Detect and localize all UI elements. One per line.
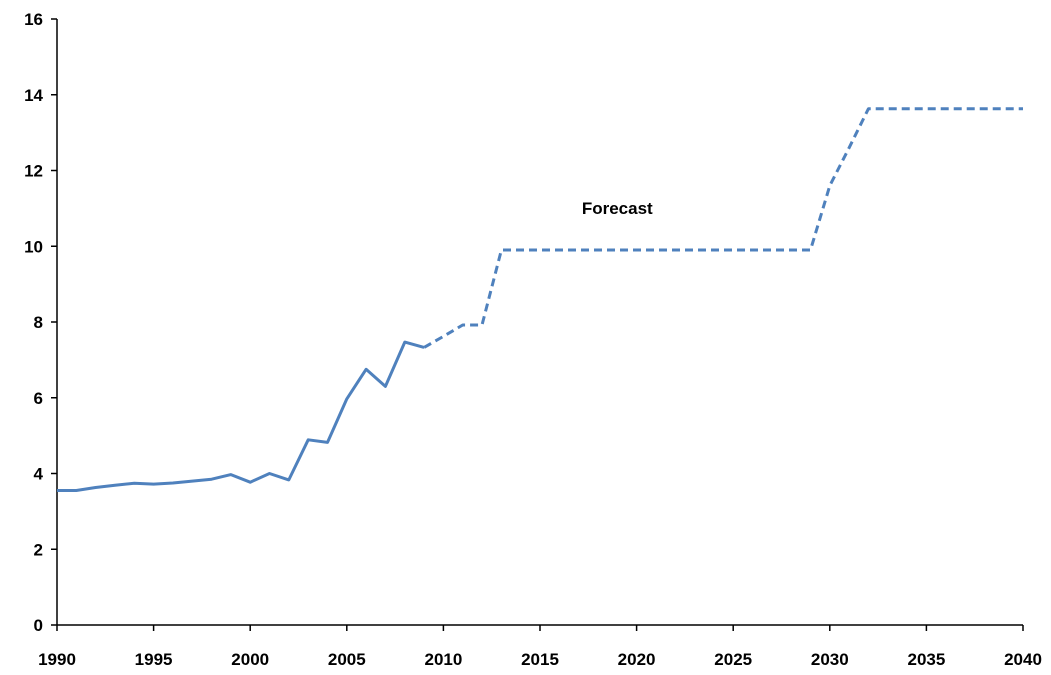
x-tick-label: 2000: [231, 650, 269, 669]
x-tick-label: 2005: [328, 650, 366, 669]
y-tick-label: 16: [24, 10, 43, 29]
annotation-layer: Forecast: [582, 199, 653, 218]
y-tick-label: 6: [34, 389, 43, 408]
y-tick-label: 2: [34, 540, 43, 559]
x-tick-label: 2015: [521, 650, 559, 669]
y-axis-ticks: 0 2 4 6 8 10 12 14 16: [24, 10, 57, 635]
y-tick-label: 10: [24, 237, 43, 256]
x-tick-label: 2010: [424, 650, 462, 669]
x-tick-label: 2035: [907, 650, 945, 669]
x-tick-label: 2025: [714, 650, 752, 669]
y-tick-label: 8: [34, 313, 43, 332]
x-tick-label: 2040: [1004, 650, 1042, 669]
y-tick-label: 12: [24, 162, 43, 181]
x-tick-label: 2030: [811, 650, 849, 669]
series-layer: [57, 107, 1023, 492]
y-tick-label: 4: [34, 465, 44, 484]
x-tick-label: 2020: [618, 650, 656, 669]
y-tick-label: 0: [34, 616, 43, 635]
y-tick-label: 14: [24, 86, 43, 105]
x-tick-label: 1995: [135, 650, 173, 669]
historical-series-line: [57, 340, 425, 492]
forecast-series-line: [423, 107, 1023, 349]
forecast-annotation: Forecast: [582, 199, 653, 218]
x-tick-label: 1990: [38, 650, 76, 669]
x-axis-ticks: 1990 1995 2000 2005 2010 2015 2020 2025 2030 2035…: [38, 625, 1042, 669]
